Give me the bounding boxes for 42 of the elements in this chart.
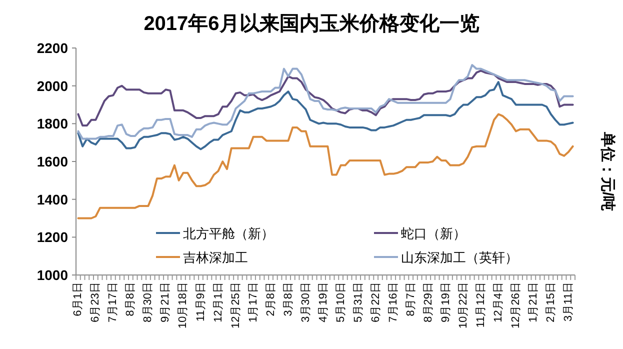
x-tick-label: 9月19日 bbox=[440, 282, 452, 322]
x-tick-label: 12月26日 bbox=[510, 282, 522, 328]
x-tick-label: 6月1日 bbox=[72, 282, 84, 316]
x-tick-label: 8月7日 bbox=[404, 282, 417, 316]
x-tick-label: 11月12日 bbox=[474, 282, 487, 328]
chart-title: 2017年6月以来国内玉米价格变化一览 bbox=[144, 12, 480, 35]
x-tick-label: 6月23日 bbox=[90, 282, 102, 322]
x-tick-label: 5月10日 bbox=[334, 282, 347, 322]
x-tick-label: 3月8日 bbox=[282, 282, 294, 316]
x-tick-label: 1月21日 bbox=[527, 282, 540, 322]
x-tick-label: 7月16日 bbox=[387, 282, 400, 322]
x-tick-label: 9月21日 bbox=[160, 282, 172, 322]
y-axis-title: 单位：元/吨 bbox=[599, 130, 616, 212]
y-tick-label: 2000 bbox=[36, 78, 68, 94]
x-tick-label: 2月15日 bbox=[544, 282, 557, 322]
y-tick-label: 1400 bbox=[36, 191, 68, 208]
y-tick-label: 2200 bbox=[36, 40, 68, 56]
x-tick-label: 12月4日 bbox=[492, 282, 504, 322]
x-tick-label: 10月18日 bbox=[177, 282, 190, 328]
x-tick-label: 7月17日 bbox=[107, 282, 120, 322]
y-tick-label: 1000 bbox=[36, 267, 68, 283]
legend-label: 蛇口（新） bbox=[401, 226, 466, 241]
x-tick-label: 5月31日 bbox=[352, 282, 364, 322]
x-tick-label: 12月25日 bbox=[230, 282, 242, 328]
x-tick-label: 2月8日 bbox=[264, 282, 277, 316]
x-tick-label: 3月11日 bbox=[562, 282, 574, 322]
y-tick-label: 1800 bbox=[36, 116, 68, 132]
y-tick-label: 1200 bbox=[36, 229, 68, 246]
legend-label: 北方平舱（新） bbox=[183, 226, 274, 241]
x-tick-label: 8月30日 bbox=[142, 282, 154, 322]
x-tick-label: 10月22日 bbox=[457, 282, 470, 328]
x-tick-label: 1月17日 bbox=[247, 282, 260, 322]
x-tick-label: 3月30日 bbox=[300, 282, 312, 322]
legend-label: 吉林深加工 bbox=[183, 250, 248, 265]
x-tick-label: 4月19日 bbox=[317, 282, 330, 322]
x-tick-label: 11月9日 bbox=[194, 282, 207, 322]
x-tick-label: 8月29日 bbox=[422, 282, 434, 322]
x-tick-label: 6月22日 bbox=[370, 282, 382, 322]
x-tick-label: 8月8日 bbox=[124, 282, 137, 316]
x-tick-label: 12月1日 bbox=[212, 282, 224, 322]
y-tick-label: 1600 bbox=[36, 154, 68, 170]
legend-label: 山东深加工（英轩） bbox=[401, 250, 518, 265]
